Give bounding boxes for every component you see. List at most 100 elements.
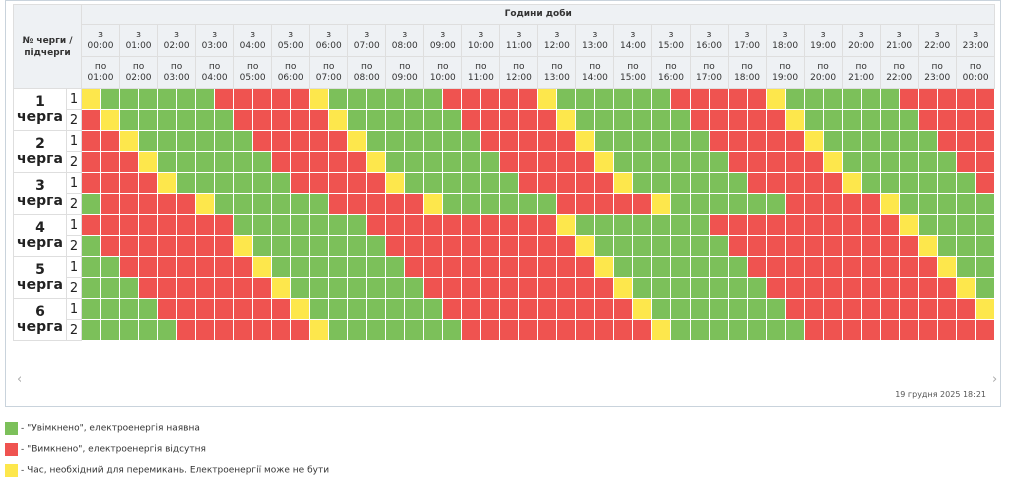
slot-off: [765, 151, 786, 173]
slot-on: [689, 256, 710, 278]
slot-on: [708, 235, 729, 257]
slot-on: [480, 172, 501, 194]
slot-switch: [917, 235, 938, 257]
slot-switch: [385, 172, 406, 194]
slot-off: [784, 193, 805, 215]
slot-on: [461, 130, 482, 152]
slot-off: [518, 298, 539, 320]
slot-on: [898, 130, 919, 152]
hour-to: 19:00: [772, 72, 799, 83]
slot-off: [518, 172, 539, 194]
slot-on: [556, 88, 577, 110]
slot-off: [537, 298, 558, 320]
slot-on: [423, 298, 444, 320]
slot-off: [537, 214, 558, 236]
from-prefix: з: [250, 29, 256, 40]
slot-off: [100, 172, 121, 194]
slot-on: [195, 151, 216, 173]
from-prefix: з: [402, 29, 408, 40]
slot-on: [309, 298, 330, 320]
slot-off: [290, 130, 311, 152]
slot-on: [80, 277, 102, 299]
slot-on: [309, 235, 330, 257]
hour-from-cell: з 05:00: [271, 24, 311, 57]
from-prefix: з: [706, 29, 712, 40]
hour-to: 20:00: [810, 72, 837, 83]
slot-on: [233, 151, 254, 173]
slot-off: [214, 319, 235, 341]
slot-off: [784, 256, 805, 278]
slot-on: [955, 235, 976, 257]
hour-to-cell: по 18:00: [727, 56, 767, 89]
slot-off: [461, 88, 482, 110]
scroll-right-icon[interactable]: ›: [992, 372, 998, 387]
slot-off: [347, 172, 368, 194]
queue-label: черга: [17, 108, 63, 125]
queue-label-cell: 6 черга: [13, 298, 67, 341]
slot-off: [499, 109, 520, 131]
update-timestamp: 19 грудня 2025 18:21: [895, 390, 986, 399]
slot-on: [727, 172, 748, 194]
slot-off: [442, 88, 463, 110]
slot-off: [917, 298, 938, 320]
slot-off: [746, 235, 767, 257]
scroll-left-icon[interactable]: ‹: [17, 372, 23, 387]
slot-off: [708, 130, 729, 152]
slot-on: [917, 172, 938, 194]
hour-to-cell: по 04:00: [195, 56, 235, 89]
hours-title: Години доби: [80, 4, 996, 25]
slot-switch: [556, 214, 577, 236]
queue-label-cell: 2 черга: [13, 130, 67, 173]
slot-off: [385, 235, 406, 257]
hour-to: 22:00: [886, 72, 913, 83]
slot-off: [119, 256, 140, 278]
slot-off: [138, 256, 159, 278]
slot-on: [404, 277, 425, 299]
slot-on: [80, 319, 102, 341]
slot-off: [309, 151, 330, 173]
slot-off: [860, 214, 881, 236]
queue-row: 6 черга 1: [13, 298, 996, 341]
slot-on: [784, 319, 805, 341]
slot-off: [727, 88, 748, 110]
slot-off: [157, 214, 178, 236]
queue-number: 2: [35, 135, 45, 152]
slot-off: [385, 193, 406, 215]
slot-off: [499, 298, 520, 320]
slot-switch: [575, 130, 596, 152]
slot-off: [955, 151, 976, 173]
slot-off: [366, 193, 387, 215]
slot-on: [765, 298, 786, 320]
slot-off: [385, 214, 406, 236]
slot-on: [309, 277, 330, 299]
slot-off: [119, 193, 140, 215]
slot-on: [233, 193, 254, 215]
subqueue-label: 1: [66, 88, 82, 110]
slot-off: [80, 109, 102, 131]
slot-off: [214, 298, 235, 320]
slot-on: [917, 214, 938, 236]
slot-switch: [195, 193, 216, 215]
slot-off: [955, 298, 976, 320]
slot-off: [575, 193, 596, 215]
slot-off: [803, 319, 824, 341]
slot-on: [936, 172, 957, 194]
slot-on: [974, 256, 996, 278]
legend-text-off: - "Вимкнено", електроенергія відсутня: [21, 444, 206, 455]
to-prefix: по: [475, 61, 487, 72]
slot-on: [936, 235, 957, 257]
slot-on: [157, 88, 178, 110]
slot-off: [784, 214, 805, 236]
slot-on: [518, 193, 539, 215]
slot-on: [689, 193, 710, 215]
slot-off: [860, 319, 881, 341]
slot-on: [347, 235, 368, 257]
slot-on: [746, 277, 767, 299]
slot-off: [803, 277, 824, 299]
hour-to: 06:00: [277, 72, 304, 83]
slot-on: [499, 172, 520, 194]
queue-label: черга: [17, 234, 63, 251]
slot-on: [461, 193, 482, 215]
to-prefix: по: [703, 61, 715, 72]
slot-switch: [594, 256, 615, 278]
